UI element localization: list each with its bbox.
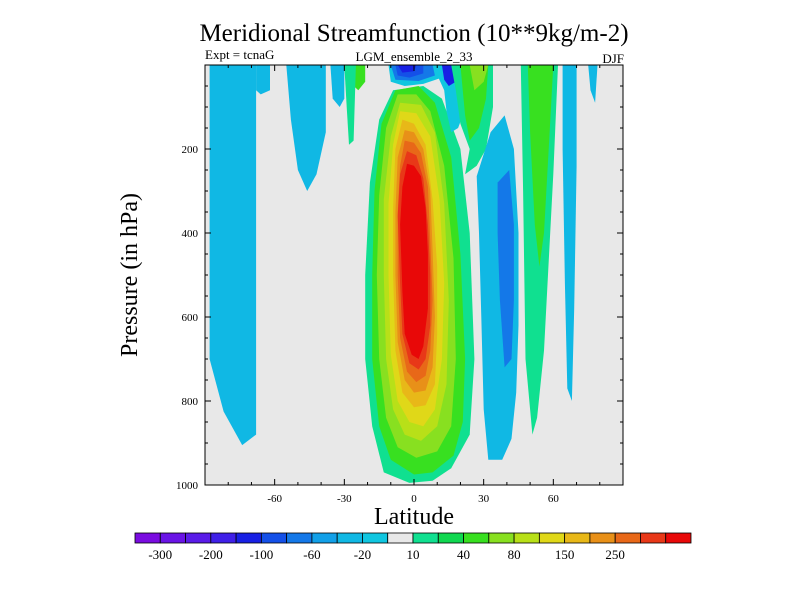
colorbar-swatch bbox=[412, 532, 439, 544]
y-tick-label: 400 bbox=[182, 228, 199, 240]
contour-region-17 bbox=[397, 65, 417, 73]
colorbar-swatch bbox=[286, 532, 313, 544]
colorbar-swatch bbox=[564, 532, 591, 544]
chart-title: Meridional Streamfunction (10**9kg/m-2) bbox=[199, 20, 628, 47]
colorbar-swatch bbox=[463, 532, 490, 544]
contour-region-21 bbox=[344, 65, 356, 145]
contour-region-1 bbox=[256, 65, 270, 95]
ensemble-label: LGM_ensemble_2_33 bbox=[356, 49, 473, 64]
colorbar-label: -20 bbox=[354, 547, 371, 562]
contour-region-0 bbox=[209, 65, 257, 446]
colorbar-swatch bbox=[513, 532, 540, 544]
colorbar-swatch bbox=[134, 532, 161, 544]
contour-region-29 bbox=[562, 65, 577, 401]
contour-region-28 bbox=[527, 65, 554, 267]
colorbar: -300 -200 -100 -60 -20 10 40 80 150 250 bbox=[134, 532, 692, 562]
colorbar-swatch bbox=[614, 532, 641, 544]
colorbar-label: 40 bbox=[457, 547, 470, 562]
y-axis-label: Pressure (in hPa) bbox=[117, 193, 143, 357]
colorbar-swatch bbox=[665, 532, 692, 544]
x-axis: -60 -30 0 30 60 bbox=[227, 65, 601, 505]
colorbar-swatch bbox=[387, 532, 414, 544]
y-tick-label: 800 bbox=[182, 396, 199, 408]
colorbar-swatch bbox=[185, 532, 212, 544]
y-tick-label: 1000 bbox=[176, 480, 199, 492]
colorbar-swatch bbox=[235, 532, 262, 544]
contour-region-3 bbox=[330, 65, 345, 107]
x-tick-label: 0 bbox=[411, 493, 417, 505]
x-tick-label: 30 bbox=[478, 493, 490, 505]
contour-region-13 bbox=[400, 163, 428, 359]
colorbar-swatch bbox=[311, 532, 338, 544]
colorbar-label: -300 bbox=[148, 547, 172, 562]
x-tick-label: 60 bbox=[548, 493, 560, 505]
x-axis-label: Latitude bbox=[374, 504, 454, 530]
plot-area: 200 400 600 800 1000 -60 -30 0 30 60 bbox=[176, 64, 624, 505]
colorbar-label: 80 bbox=[508, 547, 521, 562]
colorbar-swatch bbox=[260, 532, 288, 544]
colorbar-swatch bbox=[159, 532, 186, 544]
contour-region-30 bbox=[588, 65, 598, 103]
y-tick-label: 200 bbox=[182, 144, 199, 156]
colorbar-swatch bbox=[362, 532, 389, 544]
colorbar-label: -200 bbox=[199, 547, 223, 562]
x-tick-label: -30 bbox=[337, 493, 352, 505]
colorbar-swatch bbox=[210, 532, 237, 544]
colorbar-label: 10 bbox=[407, 547, 420, 562]
colorbar-swatch bbox=[488, 532, 515, 544]
colorbar-label: -60 bbox=[303, 547, 320, 562]
colorbar-label: -100 bbox=[249, 547, 273, 562]
y-tick-label: 600 bbox=[182, 312, 199, 324]
colorbar-swatch bbox=[336, 532, 363, 544]
season-label: DJF bbox=[602, 51, 624, 66]
contour-region-24 bbox=[469, 65, 489, 91]
colorbar-label: 250 bbox=[605, 547, 625, 562]
colorbar-swatch bbox=[640, 532, 667, 544]
colorbar-swatch bbox=[437, 532, 464, 544]
y-axis: 200 400 600 800 1000 bbox=[176, 85, 623, 492]
x-tick-label: -60 bbox=[267, 493, 282, 505]
contour-fill-layer bbox=[209, 65, 598, 483]
colorbar-label: 150 bbox=[555, 547, 575, 562]
experiment-label: Expt = tcnaG bbox=[205, 47, 274, 62]
contour-region-2 bbox=[286, 65, 326, 191]
colorbar-swatch bbox=[538, 532, 566, 544]
colorbar-swatch bbox=[589, 532, 616, 544]
contour-region-26 bbox=[497, 170, 514, 368]
